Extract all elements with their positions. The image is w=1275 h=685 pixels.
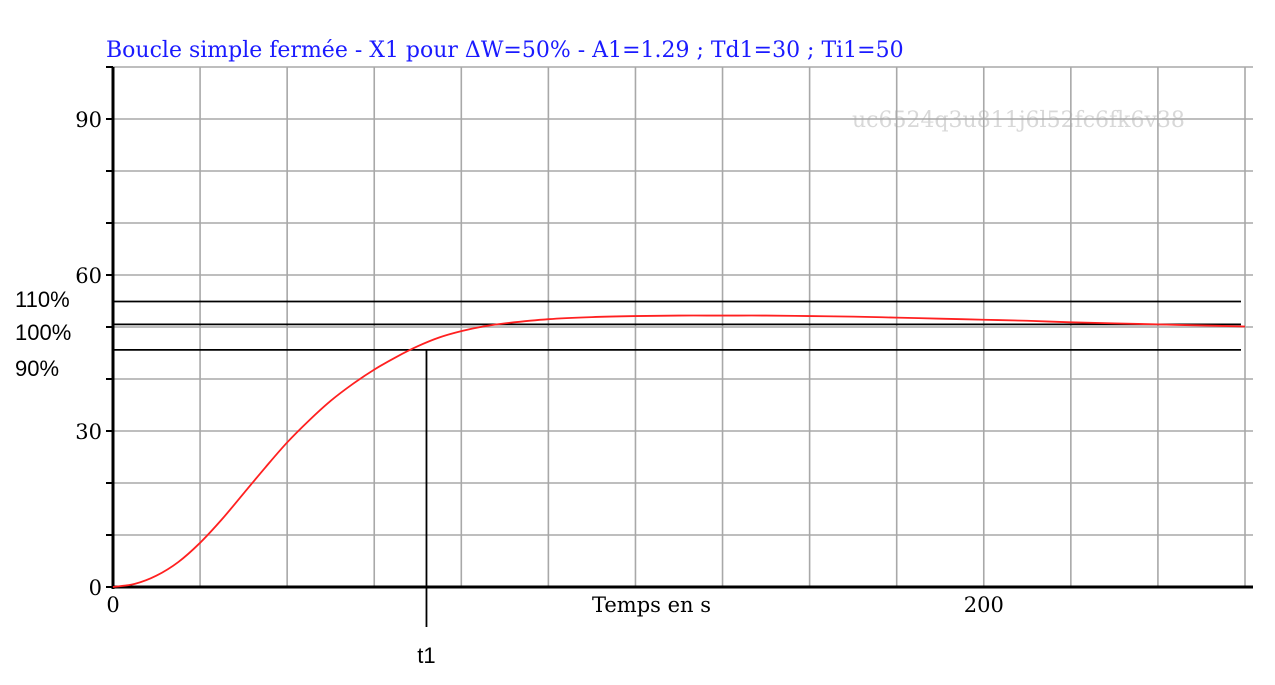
- grid: [113, 66, 1253, 587]
- y-tick-label: 30: [75, 420, 102, 444]
- series-group: [112, 314, 1246, 588]
- x-axis-label: Temps en s: [592, 593, 711, 617]
- x-tick-label: 0: [106, 593, 119, 617]
- series-line: [112, 314, 1246, 588]
- t1-marker: t1: [417, 349, 436, 668]
- axes: [106, 66, 1253, 589]
- y-tick-label: 0: [89, 576, 102, 600]
- tick-labels: 0 30 60 90 0 200: [75, 108, 1004, 617]
- reference-line-label: 90%: [15, 356, 59, 381]
- reference-line-label: 100%: [15, 320, 71, 345]
- reference-lines: 110% 100% 90%: [15, 287, 1241, 381]
- reference-line-label: 110%: [15, 287, 70, 312]
- y-tick-label: 60: [75, 264, 102, 288]
- watermark: uc6524q3u811j6l52fc6fk6v38: [852, 108, 1185, 133]
- chart-title: Boucle simple fermée - X1 pour ΔW=50% - …: [106, 38, 904, 63]
- t1-label: t1: [417, 643, 435, 668]
- x-tick-label: 200: [964, 593, 1004, 617]
- y-tick-label: 90: [75, 108, 102, 132]
